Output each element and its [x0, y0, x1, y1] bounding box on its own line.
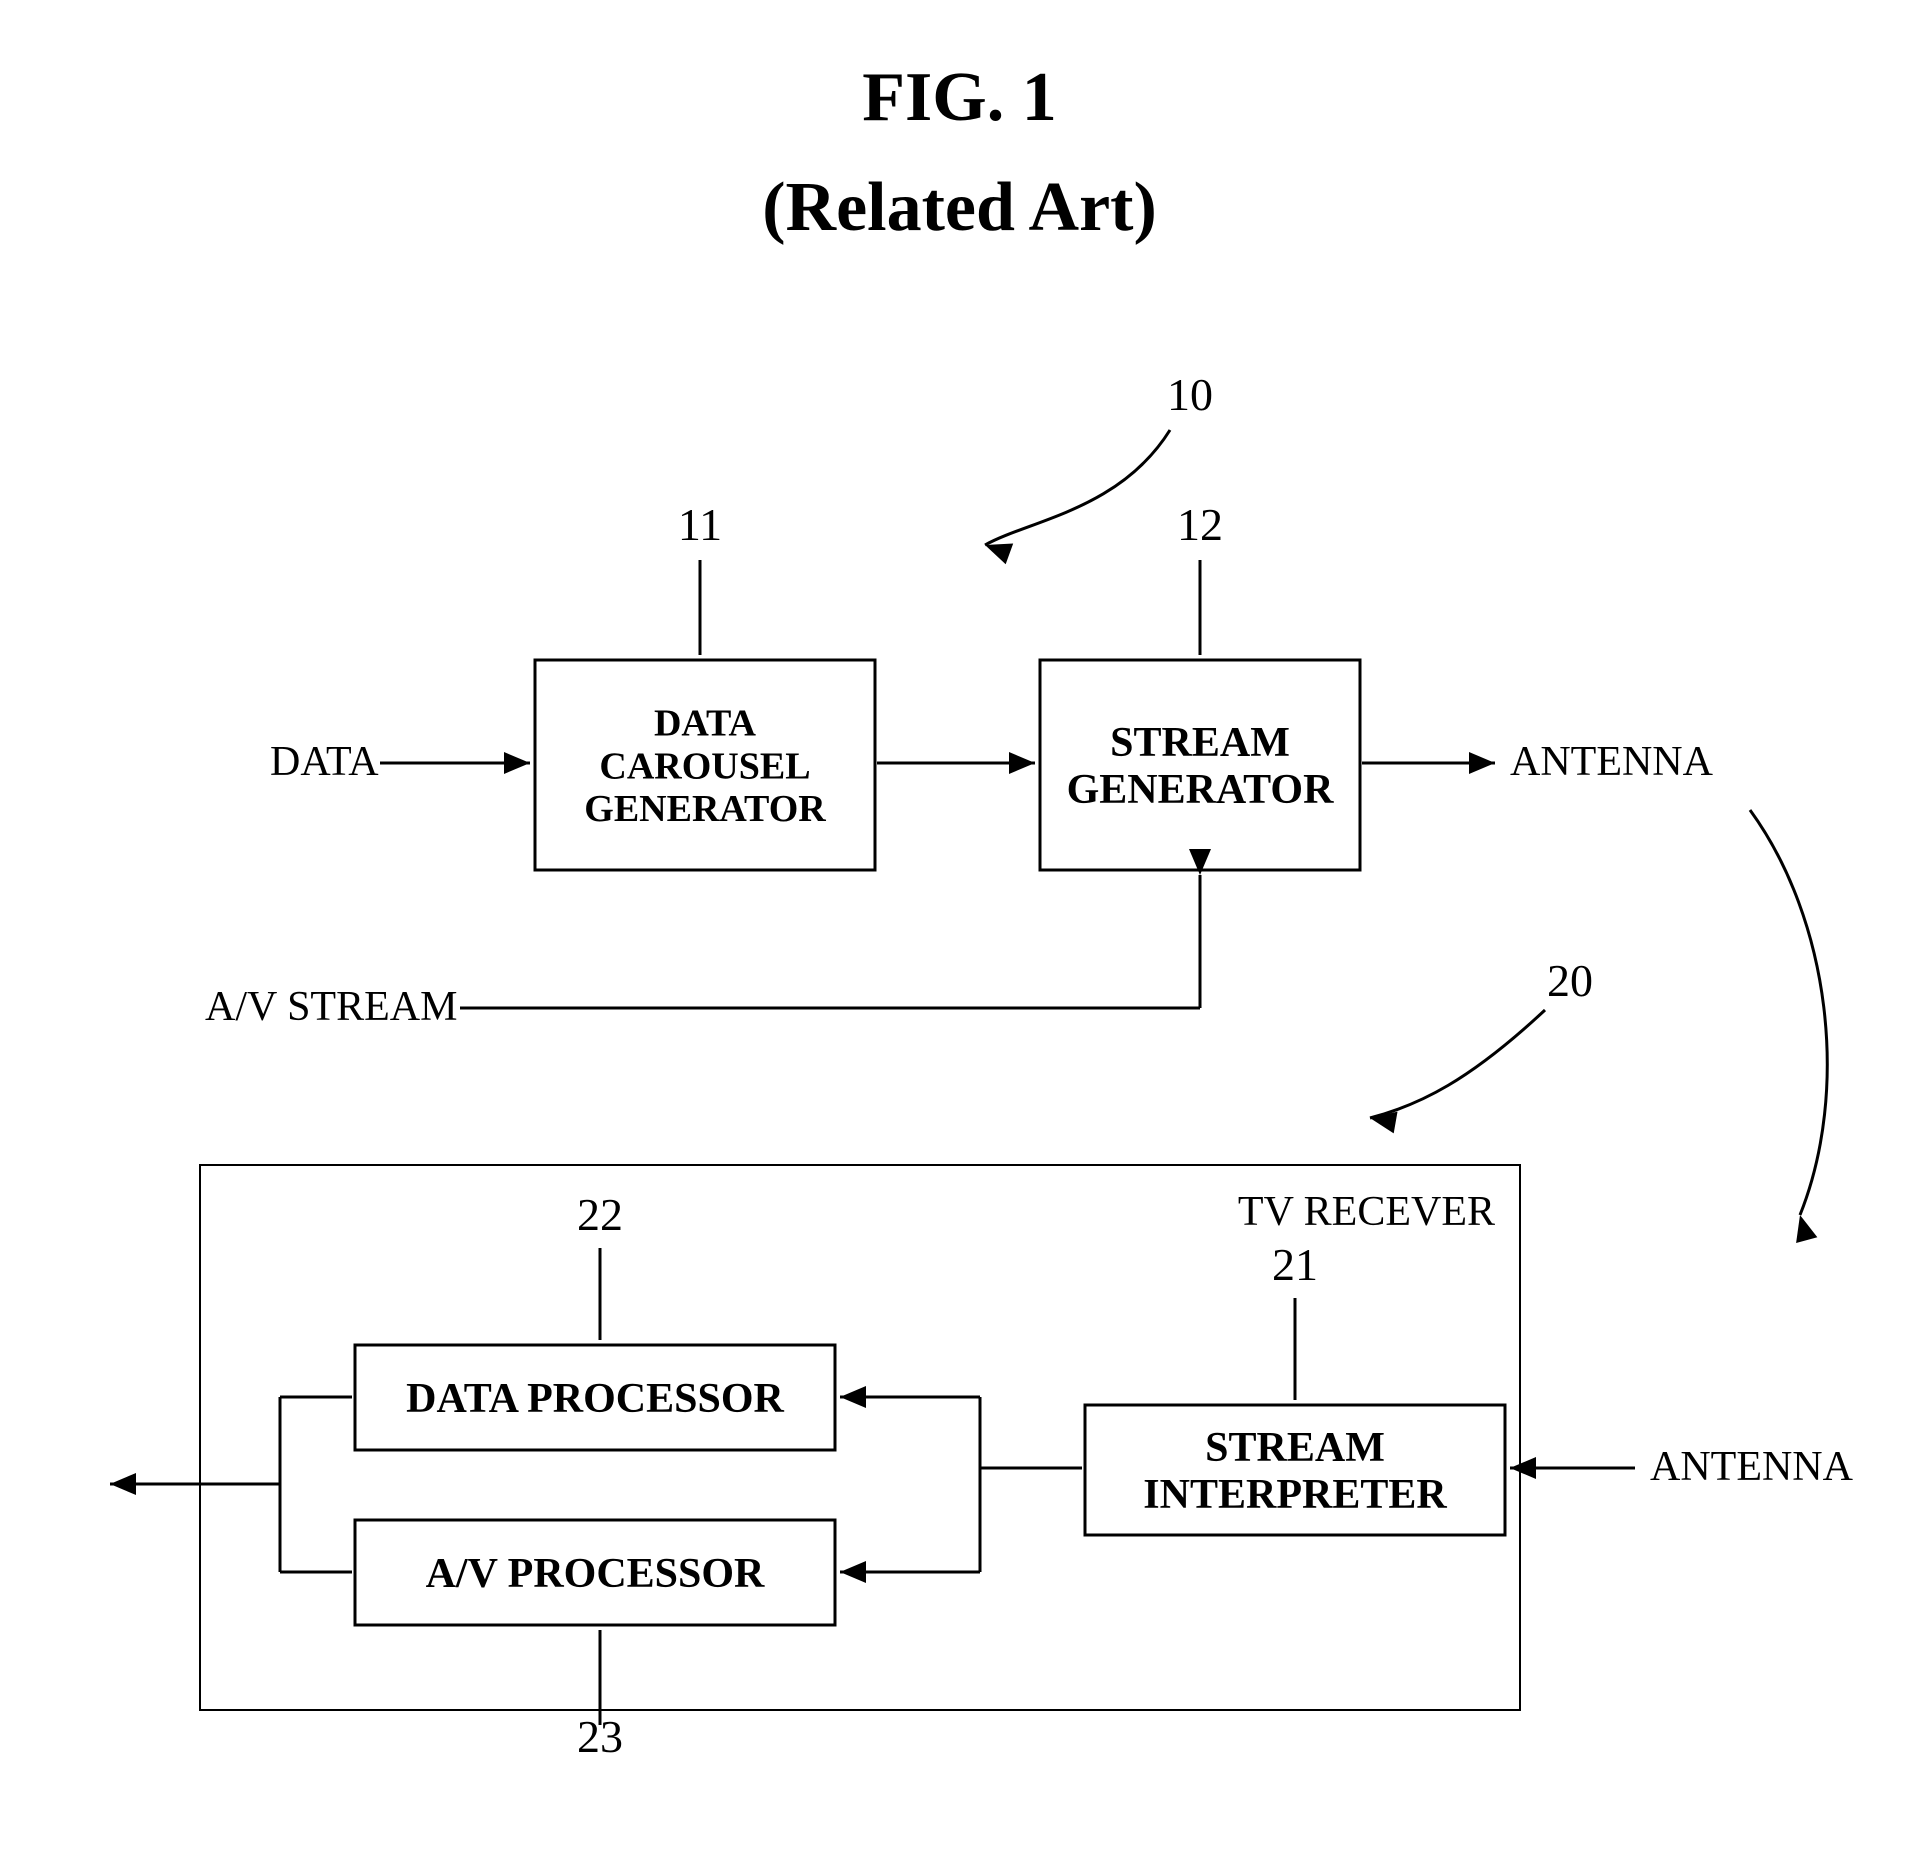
figure-subtitle: (Related Art)	[762, 169, 1157, 246]
stream_gen-label-0: STREAM	[1110, 720, 1290, 766]
antenna1-label: ANTENNA	[1510, 739, 1714, 785]
antenna2-label: ANTENNA	[1650, 1444, 1854, 1490]
av_proc-label-0: A/V PROCESSOR	[426, 1551, 765, 1597]
stream_interp-label-0: STREAM	[1205, 1425, 1385, 1471]
ref-21: 21	[1272, 1239, 1318, 1290]
antenna-transmission-arc	[1750, 810, 1827, 1215]
stream_interp-label-1: INTERPRETER	[1143, 1472, 1447, 1518]
data-label: DATA	[270, 739, 379, 785]
data_carousel-label-1: CAROUSEL	[599, 745, 810, 787]
ref-22: 22	[577, 1189, 623, 1240]
stream_gen-label-1: GENERATOR	[1067, 767, 1334, 813]
av_stream-label: A/V STREAM	[205, 984, 457, 1030]
data_carousel-label-0: DATA	[654, 703, 757, 745]
ref-11: 11	[678, 499, 722, 550]
tv_recv-label: TV RECEVER	[1238, 1189, 1495, 1235]
ref-20: 20	[1547, 955, 1593, 1006]
ref-12: 12	[1177, 499, 1223, 550]
data_proc-label-0: DATA PROCESSOR	[406, 1376, 784, 1422]
ref-10: 10	[1167, 369, 1213, 420]
data_carousel-label-2: GENERATOR	[584, 788, 826, 830]
figure-number: FIG. 1	[862, 59, 1056, 136]
